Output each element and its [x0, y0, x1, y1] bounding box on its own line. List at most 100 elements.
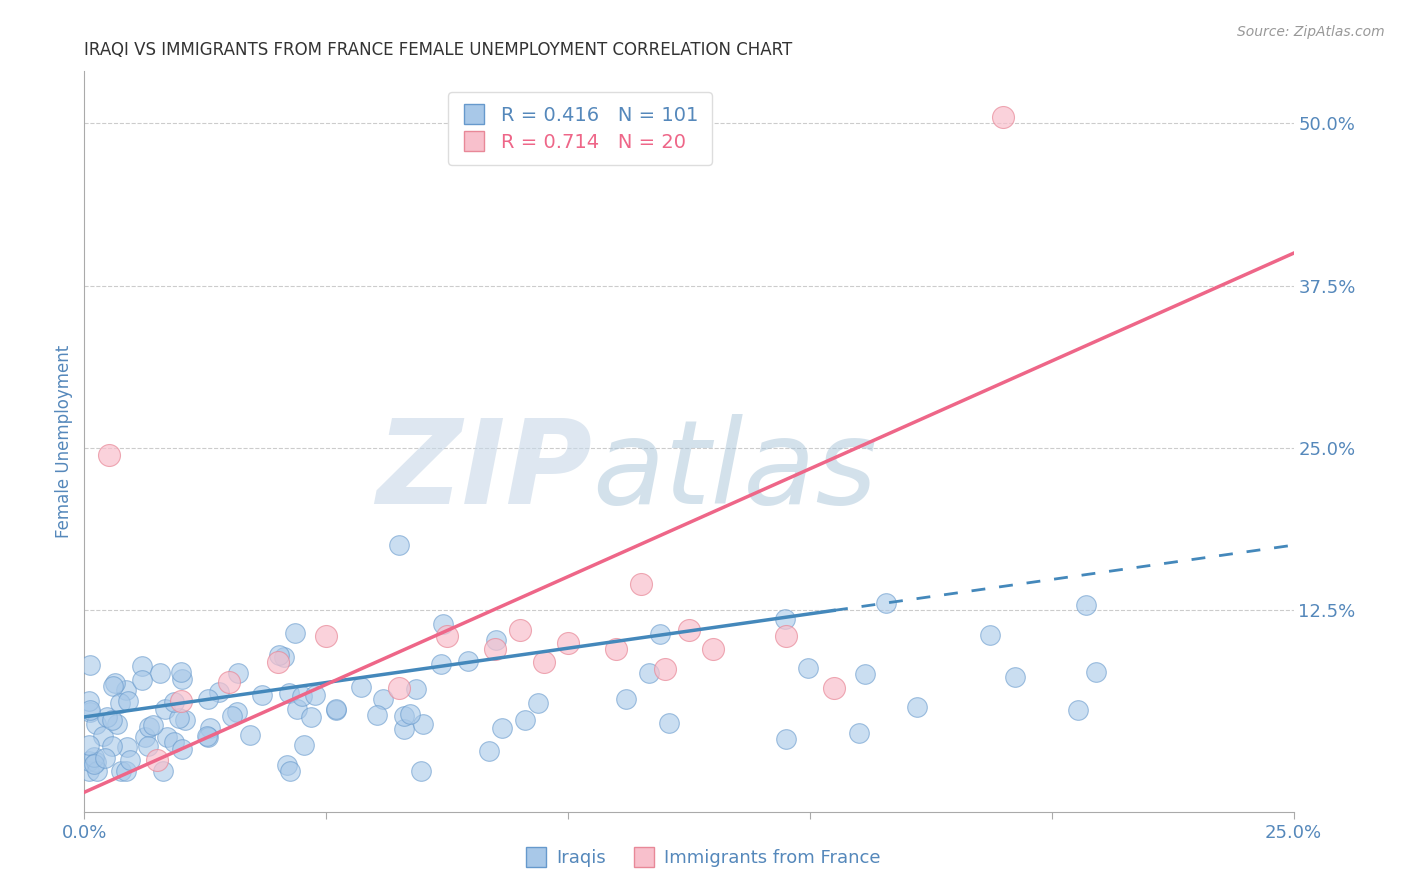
Point: [84, 717, 107, 731]
Point: [273, 649, 295, 664]
Point: [875, 596, 897, 610]
Point: [905, 700, 928, 714]
Point: [198, 722, 221, 736]
Point: [77, 754, 100, 768]
Point: [91, 729, 114, 743]
Point: [170, 694, 193, 708]
Point: [658, 715, 681, 730]
Point: [138, 720, 160, 734]
Point: [526, 696, 548, 710]
Point: [110, 764, 132, 779]
Point: [163, 695, 186, 709]
Point: [484, 642, 506, 657]
Point: [267, 656, 290, 670]
Point: [432, 616, 454, 631]
Point: [366, 708, 388, 723]
Point: [105, 717, 128, 731]
Point: [299, 710, 322, 724]
Point: [104, 676, 127, 690]
Point: [131, 659, 153, 673]
Point: [325, 702, 347, 716]
Point: [149, 666, 172, 681]
Point: [174, 713, 197, 727]
Text: ZIP: ZIP: [377, 414, 592, 529]
Point: [197, 730, 219, 744]
Point: [163, 735, 186, 749]
Point: [392, 709, 415, 723]
Point: [86, 756, 108, 770]
Point: [115, 764, 138, 779]
Point: [993, 110, 1015, 124]
Point: [134, 731, 156, 745]
Point: [478, 744, 501, 758]
Point: [108, 697, 131, 711]
Point: [197, 692, 219, 706]
Point: [678, 623, 700, 637]
Point: [97, 448, 120, 462]
Point: [167, 711, 190, 725]
Point: [218, 674, 240, 689]
Point: [325, 703, 347, 717]
Point: [509, 623, 531, 637]
Point: [533, 656, 555, 670]
Point: [170, 672, 193, 686]
Point: [115, 740, 138, 755]
Point: [485, 632, 508, 647]
Point: [409, 764, 432, 779]
Point: [853, 667, 876, 681]
Point: [436, 629, 458, 643]
Point: [94, 751, 117, 765]
Point: [630, 577, 652, 591]
Point: [208, 685, 231, 699]
Point: [86, 764, 108, 779]
Point: [392, 722, 415, 736]
Point: [131, 673, 153, 688]
Point: [388, 538, 411, 552]
Point: [457, 654, 479, 668]
Point: [614, 692, 637, 706]
Point: [142, 717, 165, 731]
Point: [118, 753, 141, 767]
Point: [226, 665, 249, 680]
Point: [638, 665, 661, 680]
Point: [285, 702, 308, 716]
Point: [146, 753, 169, 767]
Point: [79, 657, 101, 672]
Point: [405, 681, 427, 696]
Point: [796, 661, 818, 675]
Point: [225, 705, 247, 719]
Point: [269, 648, 291, 663]
Point: [276, 757, 298, 772]
Point: [775, 612, 797, 626]
Point: [96, 710, 118, 724]
Point: [648, 627, 671, 641]
Point: [239, 728, 262, 742]
Point: [430, 657, 453, 671]
Text: Source: ZipAtlas.com: Source: ZipAtlas.com: [1237, 25, 1385, 39]
Point: [775, 732, 797, 747]
Point: [156, 731, 179, 745]
Point: [654, 662, 676, 676]
Point: [304, 688, 326, 702]
Point: [155, 702, 177, 716]
Point: [557, 636, 579, 650]
Legend: R = 0.416   N = 101, R = 0.714   N = 20: R = 0.416 N = 101, R = 0.714 N = 20: [449, 92, 711, 165]
Point: [77, 738, 100, 752]
Legend: Iraqis, Immigrants from France: Iraqis, Immigrants from France: [519, 842, 887, 874]
Point: [278, 686, 301, 700]
Point: [117, 694, 139, 708]
Point: [152, 764, 174, 779]
Point: [702, 642, 724, 657]
Point: [77, 764, 100, 779]
Point: [515, 713, 537, 727]
Point: [775, 629, 797, 643]
Point: [388, 681, 411, 696]
Point: [315, 629, 337, 643]
Point: [101, 713, 124, 727]
Point: [79, 705, 101, 719]
Point: [605, 642, 627, 657]
Point: [250, 688, 273, 702]
Point: [848, 725, 870, 739]
Point: [278, 764, 301, 779]
Point: [172, 742, 194, 756]
